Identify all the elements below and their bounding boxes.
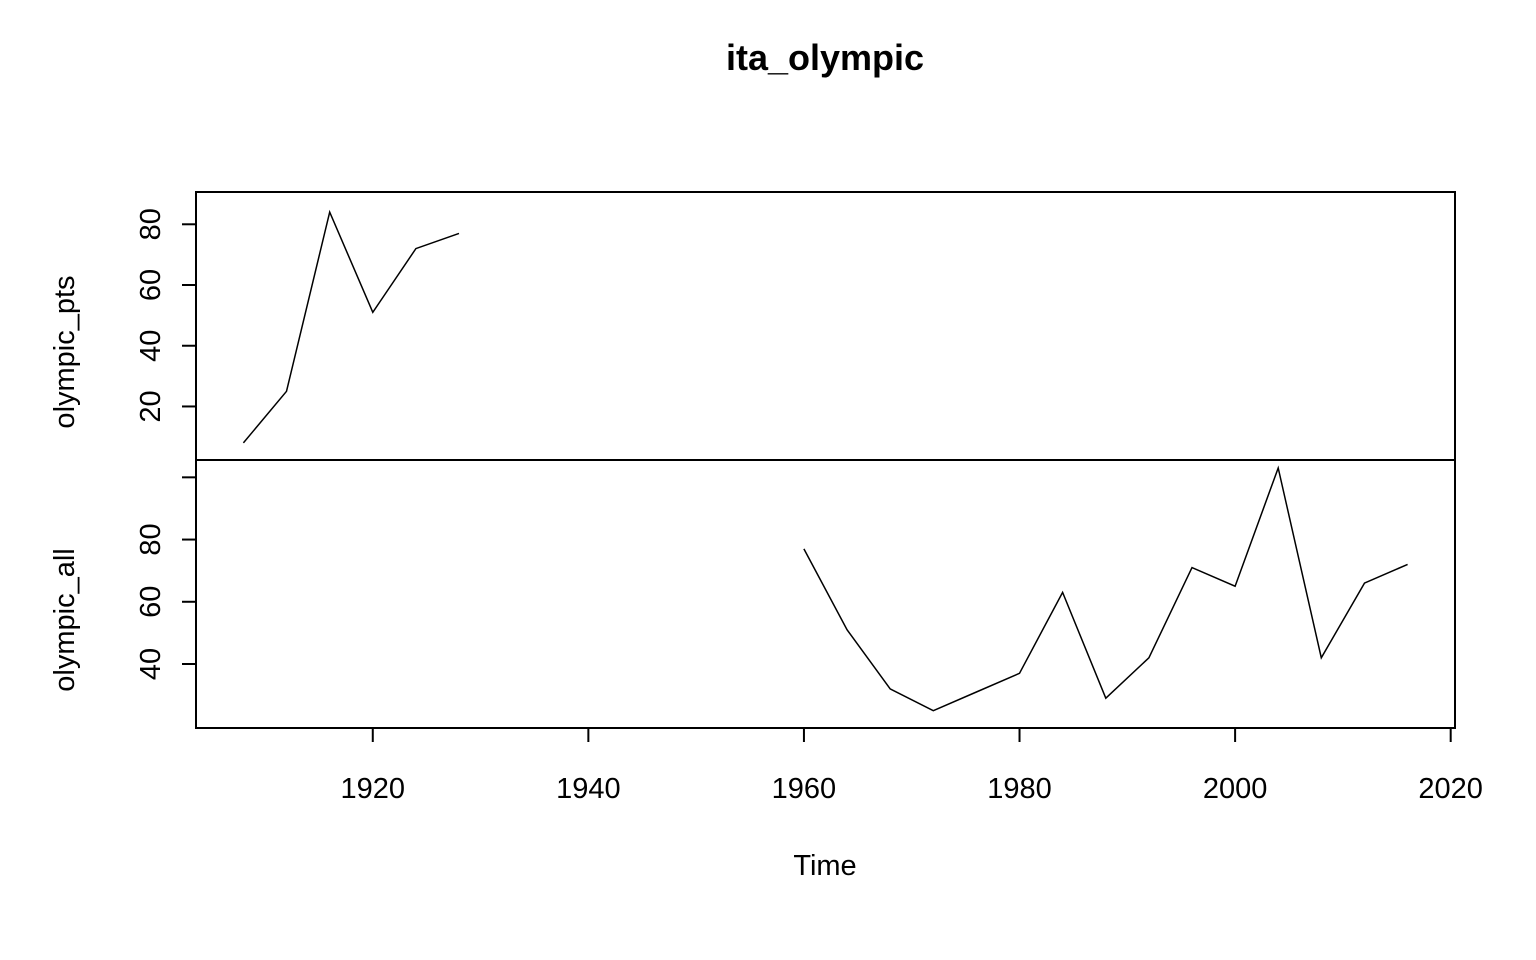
y-tick-label: 60 — [135, 586, 167, 618]
x-tick-label: 2020 — [1418, 773, 1483, 805]
chart-title: ita_olympic — [726, 37, 924, 78]
series-line-olympic_pts — [242, 209, 460, 444]
y-tick-label: 20 — [135, 390, 167, 422]
series-line-olympic_all — [803, 465, 1408, 712]
y-tick-label: 80 — [135, 523, 167, 555]
y-tick-label: 40 — [135, 648, 167, 680]
y-tick-label: 80 — [135, 208, 167, 240]
x-tick-label: 1920 — [341, 773, 406, 805]
panel-top-frame — [195, 191, 1456, 461]
x-tick-label: 1960 — [772, 773, 837, 805]
y-axis-label-olympic_all: olympic_all — [49, 548, 81, 691]
y-tick-label: 60 — [135, 269, 167, 301]
x-tick-label: 1980 — [987, 773, 1052, 805]
x-axis: 1920 1940 1960 1980 2000 2020 — [341, 727, 1483, 805]
y-tick-label: 40 — [135, 330, 167, 362]
panel-olympic-pts: 20 40 60 80 olympic_pts — [49, 208, 460, 444]
x-tick-label: 1940 — [556, 773, 621, 805]
y-axis-label-olympic_pts: olympic_pts — [49, 275, 81, 428]
x-tick-label: 2000 — [1203, 773, 1268, 805]
x-axis-label: Time — [793, 850, 856, 882]
panel-olympic-all: 40 60 80 olympic_all — [49, 465, 1408, 712]
